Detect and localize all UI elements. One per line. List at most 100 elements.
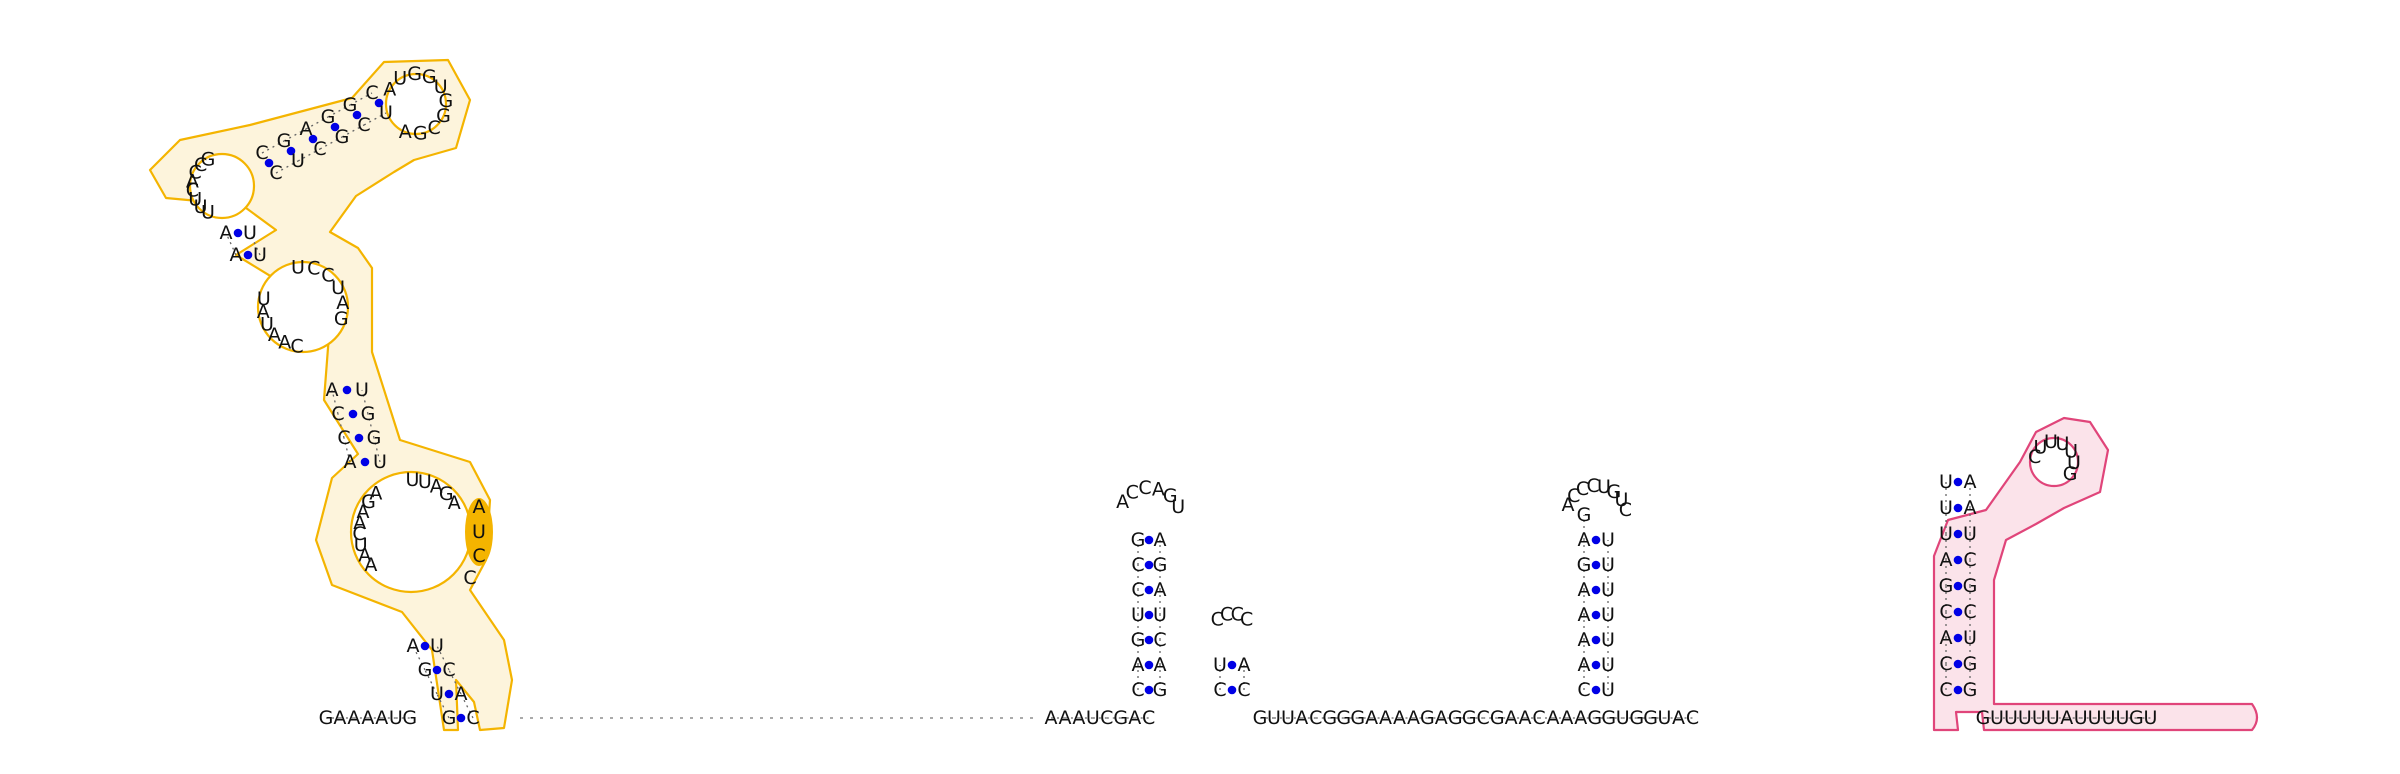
hp3-a-5: G [1577,554,1592,576]
loop-h1-3: G [422,66,437,88]
nt-d3-1: U [1267,707,1281,729]
hp3-b-3: U [1601,604,1615,626]
loop-m1-2: U [354,534,368,556]
stem-m-a-3: A [326,379,339,401]
base-pair-dot [1953,477,1963,487]
nt-d3-4: C [1309,707,1322,729]
hp3-a-1: A [1578,654,1591,676]
nt-d3-31: C [1686,707,1699,729]
hp1-loop-4: G [1163,485,1178,507]
hp3-b-0: U [1601,679,1615,701]
hp4-b-5: C [1963,549,1976,571]
stem-b-a-3: A [407,635,420,657]
stem-b-a-0: G [442,707,457,729]
backbone-link [305,116,329,130]
nt-d1-2: A [347,707,360,729]
hp2-loop-1: C [1220,604,1233,626]
hp3-loop-5: G [1607,481,1622,503]
nt-d3-14: G [1448,707,1463,729]
loop-i2-4: A [336,292,349,314]
hp3-loop-6: U [1614,489,1628,511]
nt-d1-5: U [389,707,403,729]
base-pair-dot [308,134,318,144]
loop-m1-4: A [353,512,366,534]
loop-m2-4: A [448,492,461,514]
stem-u-b-0: U [253,244,267,266]
base-pair-dot [1953,581,1963,591]
base-pair-dot [444,689,454,699]
stem-t-b-4: C [357,114,370,136]
hp1-b-4: A [1154,579,1167,601]
loop-h1-7: C [428,117,441,139]
backbone-link [412,645,426,671]
hp3-loop-7: C [1619,499,1632,521]
backbone-link [373,437,381,463]
backbone-link [319,136,343,150]
base-pair-dot [1144,560,1154,570]
hp3-loop-3: C [1586,475,1599,497]
nt-d3-21: A [1547,707,1560,729]
nt-d2-4: C [1100,707,1113,729]
stem-m-b-0: U [373,451,387,473]
loop-i3-7: G [201,149,216,171]
hp3-loop-4: U [1597,476,1611,498]
base-pair-dot [348,409,358,419]
nt-d3-10: A [1393,707,1406,729]
nt-d1-0: G [319,707,334,729]
loop-m2-1: U [418,471,432,493]
loop-i2-2: C [321,265,334,287]
hp4-loop-0: C [2028,446,2041,468]
base-pair-dot [1144,635,1154,645]
hp1-a-6: G [1131,529,1146,551]
loop-i2-1: C [307,258,320,280]
hp4-loop-4: U [2064,441,2078,463]
loop-m3-1: U [472,521,486,543]
loop-m2-2: A [430,476,443,498]
base-pair-dot [342,385,352,395]
loop-i1-1: A [278,332,291,354]
stem-t-a-4: G [343,94,358,116]
hp1-b-6: A [1154,529,1167,551]
hp4-a-2: A [1940,627,1953,649]
hp1-b-2: C [1153,629,1166,651]
hp4-b-2: U [1963,627,1977,649]
nt-d3-29: U [1658,707,1672,729]
base-pair-dot [1144,685,1154,695]
loop-i2-5: G [334,308,349,330]
hp1-b-5: G [1153,554,1168,576]
nt-d3-20: C [1532,707,1545,729]
nt-d3-26: U [1616,707,1630,729]
loop-i3-4: A [186,170,199,192]
nt-d3-23: A [1574,707,1587,729]
nt-d4-2: U [2004,707,2018,729]
hp3-loop-1: C [1567,485,1580,507]
loop-i1-4: A [257,301,270,323]
hp3-b-1: U [1601,654,1615,676]
loop-i3-1: U [194,196,208,218]
stem-t-a-5: C [365,82,378,104]
nt-d3-5: G [1322,707,1337,729]
base-pair-dot [1953,607,1963,617]
hp1-a-5: C [1131,554,1144,576]
nt-d4-8: U [2088,707,2102,729]
loop-m1-6: G [361,491,376,513]
hairpin-loop-outline [384,72,448,136]
nt-d3-6: G [1336,707,1351,729]
loop-i1-5: U [257,288,271,310]
hp4-loop-2: U [2044,431,2058,453]
hp1-loop-2: C [1138,477,1151,499]
stem-t-b-0: C [269,162,282,184]
hp4-b-7: A [1964,497,1977,519]
loop-m1-7: A [369,483,382,505]
nt-d3-17: G [1490,707,1505,729]
base-pair-layer [233,98,1963,723]
loop-h1-0: A [383,78,396,100]
backbone-link [283,128,307,142]
hp3-b-2: U [1601,629,1615,651]
nt-d4-1: U [1990,707,2004,729]
nt-d1-1: A [333,707,346,729]
nt-d3-9: A [1379,707,1392,729]
nt-d3-11: A [1407,707,1420,729]
stem-t-a-3: G [321,106,336,128]
stem-m-b-3: U [355,379,369,401]
